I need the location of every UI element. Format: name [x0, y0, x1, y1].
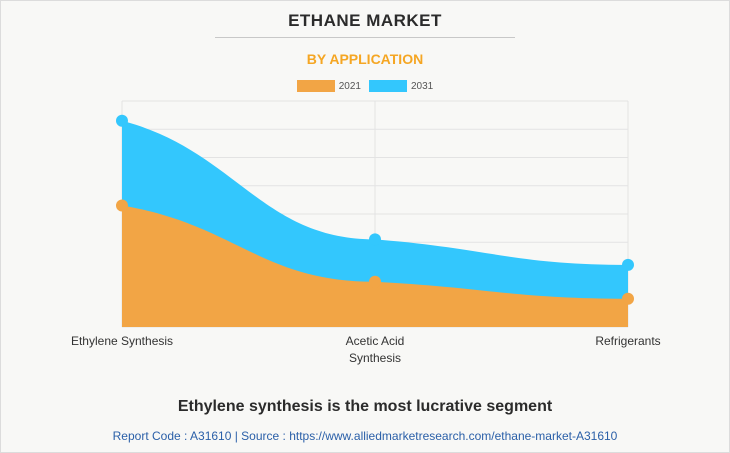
data-point-2021	[622, 292, 634, 305]
x-tick-label: Ethylene Synthesis	[71, 334, 173, 348]
x-tick-label: Refrigerants	[595, 334, 660, 348]
data-point-2031	[622, 258, 634, 271]
x-tick-label: Acetic Acid Synthesis	[346, 334, 405, 365]
legend-swatch-2031	[369, 80, 407, 92]
data-point-2021	[369, 275, 381, 288]
legend-item-2031[interactable]: 2031	[369, 80, 433, 92]
data-point-2031	[369, 233, 381, 246]
legend-label-2031: 2031	[411, 80, 434, 92]
legend-swatch-2021	[296, 80, 335, 92]
source-footer[interactable]: Report Code : A31610 | Source : https://…	[112, 429, 618, 443]
legend-item-2021[interactable]: 2021	[296, 80, 361, 92]
data-point-2021	[116, 199, 128, 212]
title-divider	[215, 37, 515, 38]
chart-title: ETHANE MARKET	[288, 11, 442, 30]
area-series-2021	[122, 205, 628, 327]
chart-legend: 2021 2031	[0, 80, 730, 92]
chart-subtitle: BY APPLICATION	[306, 51, 424, 67]
chart-headline: Ethylene synthesis is the most lucrative…	[177, 398, 553, 415]
legend-label-2021: 2021	[338, 80, 361, 92]
data-point-2031	[116, 114, 128, 127]
